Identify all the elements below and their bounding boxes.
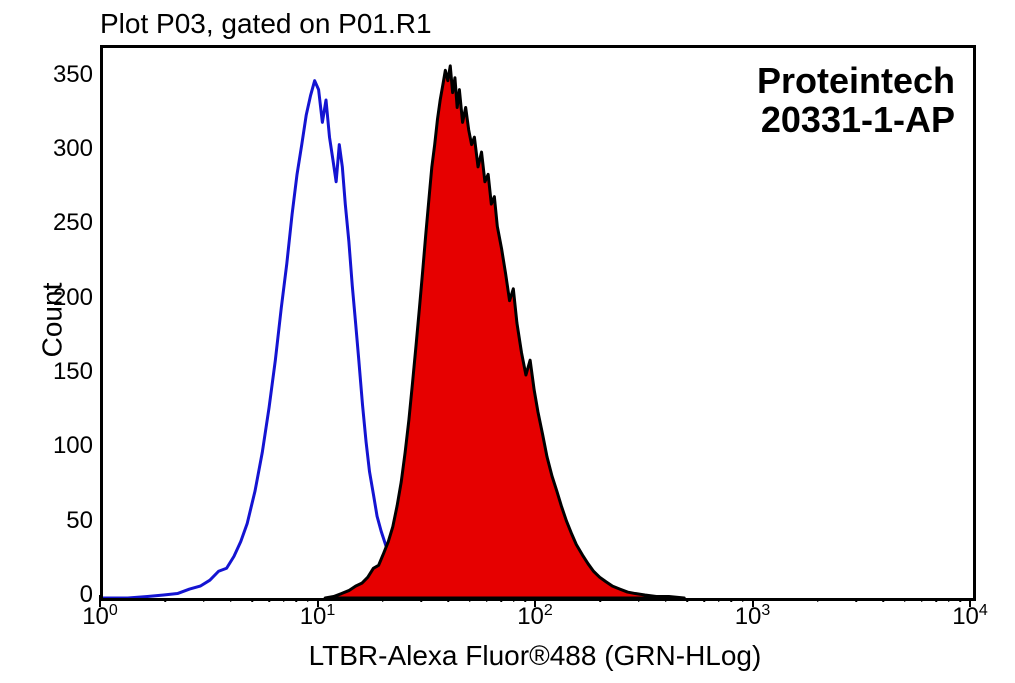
y-tick-label: 200 [53, 284, 93, 312]
plot-area: Proteintech 20331-1-AP [100, 45, 976, 601]
watermark-line2: 20331-1-AP [757, 101, 955, 140]
y-tick-label: 300 [53, 135, 93, 163]
y-tick-label: 150 [53, 358, 93, 386]
figure-container: Plot P03, gated on P01.R1 Count LTBR-Ale… [0, 0, 1015, 683]
y-tick-label: 100 [53, 432, 93, 460]
y-tick-label: 50 [66, 507, 93, 535]
x-axis-label: LTBR-Alexa Fluor®488 (GRN-HLog) [100, 640, 970, 672]
watermark: Proteintech 20331-1-AP [757, 62, 955, 140]
watermark-line1: Proteintech [757, 62, 955, 101]
plot-title: Plot P03, gated on P01.R1 [100, 8, 432, 40]
y-tick-label: 250 [53, 209, 93, 237]
y-tick-label: 350 [53, 61, 93, 89]
